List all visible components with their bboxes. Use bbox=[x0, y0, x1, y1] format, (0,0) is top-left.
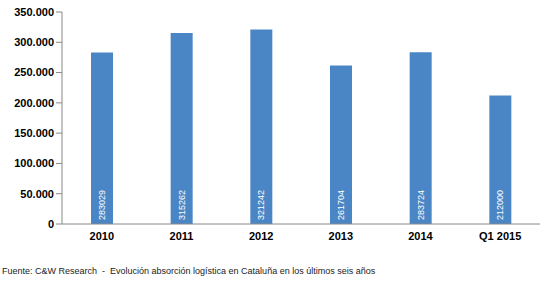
svg-text:300.000: 300.000 bbox=[14, 36, 54, 48]
svg-text:100.000: 100.000 bbox=[14, 157, 54, 169]
svg-text:50.000: 50.000 bbox=[20, 188, 54, 200]
svg-text:2010: 2010 bbox=[90, 230, 114, 242]
svg-text:250.000: 250.000 bbox=[14, 66, 54, 78]
svg-text:150.000: 150.000 bbox=[14, 127, 54, 139]
svg-text:200.000: 200.000 bbox=[14, 97, 54, 109]
svg-text:283724: 283724 bbox=[416, 190, 426, 220]
svg-text:2014: 2014 bbox=[408, 230, 433, 242]
svg-text:212000: 212000 bbox=[495, 190, 505, 220]
svg-text:Q1 2015: Q1 2015 bbox=[479, 230, 521, 242]
svg-text:2012: 2012 bbox=[249, 230, 273, 242]
svg-text:2013: 2013 bbox=[329, 230, 353, 242]
svg-text:0: 0 bbox=[48, 218, 54, 230]
svg-text:315262: 315262 bbox=[177, 190, 187, 220]
svg-text:283029: 283029 bbox=[97, 190, 107, 220]
svg-text:2011: 2011 bbox=[170, 230, 194, 242]
svg-text:321242: 321242 bbox=[256, 190, 266, 220]
svg-text:261704: 261704 bbox=[336, 190, 346, 220]
svg-text:350.000: 350.000 bbox=[14, 6, 54, 18]
html-text:Fuente: C&W Research - Evoluci: Fuente: C&W Research - Evolución absorci… bbox=[2, 266, 376, 276]
